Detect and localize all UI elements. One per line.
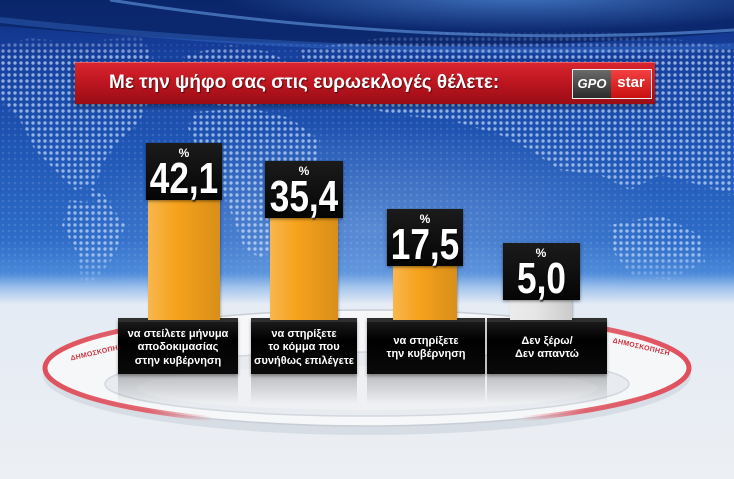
label-reflection	[487, 374, 607, 404]
value-label: 35,4	[269, 171, 339, 221]
category-label: να στείλετε μήνυμα αποδοκιμασίας στην κυ…	[127, 327, 229, 367]
bar	[510, 300, 572, 320]
value-label: 5,0	[516, 254, 566, 303]
category-label: να στηρίξετε το κόμμα που συνήθως επιλέγ…	[253, 327, 355, 367]
percent-sign: %	[178, 145, 190, 160]
percent-sign: %	[535, 246, 547, 260]
bar	[393, 266, 457, 320]
bar	[148, 199, 220, 320]
category-label: Δεν ξέρω/ Δεν απαντώ	[515, 334, 579, 361]
value-box: % 17,5	[387, 209, 463, 267]
percent-sign: %	[298, 163, 310, 178]
value-label: 17,5	[390, 220, 460, 270]
value-box: % 42,1	[146, 142, 222, 200]
value-box: % 35,4	[265, 160, 343, 218]
category-label-box: να στείλετε μήνυμα αποδοκιμασίας στην κυ…	[118, 318, 238, 374]
label-reflection	[118, 374, 238, 404]
category-label-box: να στηρίξετε την κυβέρνηση	[367, 318, 485, 374]
category-label-box: Δεν ξέρω/ Δεν απαντώ	[487, 318, 607, 374]
value-box: % 5,0	[502, 243, 580, 301]
star-logo: star	[611, 70, 651, 98]
bar	[270, 217, 338, 320]
category-label-box: να στηρίξετε το κόμμα που συνήθως επιλέγ…	[251, 318, 357, 374]
category-label: να στηρίξετε την κυβέρνηση	[386, 334, 466, 361]
title-banner: Με την ψήφο σας στις ευρωεκλογές θέλετε:…	[75, 62, 655, 104]
value-label: 42,1	[149, 153, 219, 203]
gpo-logo: GPO	[573, 70, 611, 98]
label-reflection	[367, 374, 485, 404]
percent-sign: %	[419, 212, 431, 227]
broadcaster-logos: GPO star	[572, 69, 652, 99]
label-reflection	[251, 374, 357, 404]
chart-title: Με την ψήφο σας στις ευρωεκλογές θέλετε:	[109, 72, 500, 93]
